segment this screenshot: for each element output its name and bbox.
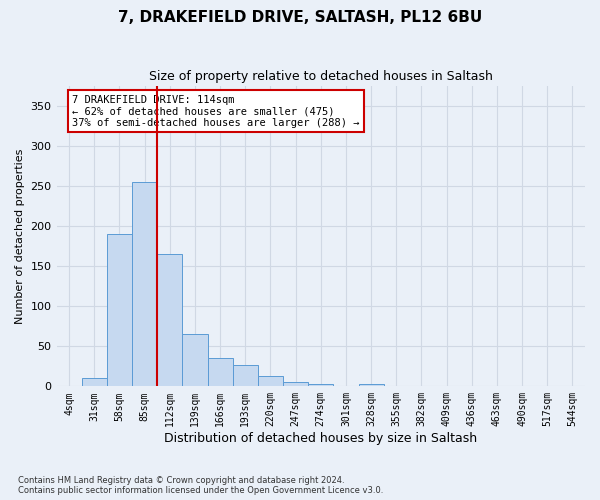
Title: Size of property relative to detached houses in Saltash: Size of property relative to detached ho… bbox=[149, 70, 493, 83]
Bar bbox=[107, 234, 132, 386]
Text: Contains HM Land Registry data © Crown copyright and database right 2024.
Contai: Contains HM Land Registry data © Crown c… bbox=[18, 476, 383, 495]
X-axis label: Distribution of detached houses by size in Saltash: Distribution of detached houses by size … bbox=[164, 432, 478, 445]
Bar bbox=[182, 334, 208, 386]
Bar bbox=[283, 382, 308, 386]
Bar bbox=[157, 254, 182, 386]
Bar bbox=[308, 384, 334, 386]
Bar bbox=[233, 364, 258, 386]
Bar bbox=[208, 358, 233, 386]
Y-axis label: Number of detached properties: Number of detached properties bbox=[15, 148, 25, 324]
Bar bbox=[258, 376, 283, 386]
Bar bbox=[359, 384, 383, 386]
Text: 7, DRAKEFIELD DRIVE, SALTASH, PL12 6BU: 7, DRAKEFIELD DRIVE, SALTASH, PL12 6BU bbox=[118, 10, 482, 25]
Text: 7 DRAKEFIELD DRIVE: 114sqm
← 62% of detached houses are smaller (475)
37% of sem: 7 DRAKEFIELD DRIVE: 114sqm ← 62% of deta… bbox=[73, 94, 360, 128]
Bar bbox=[132, 182, 157, 386]
Bar bbox=[82, 378, 107, 386]
